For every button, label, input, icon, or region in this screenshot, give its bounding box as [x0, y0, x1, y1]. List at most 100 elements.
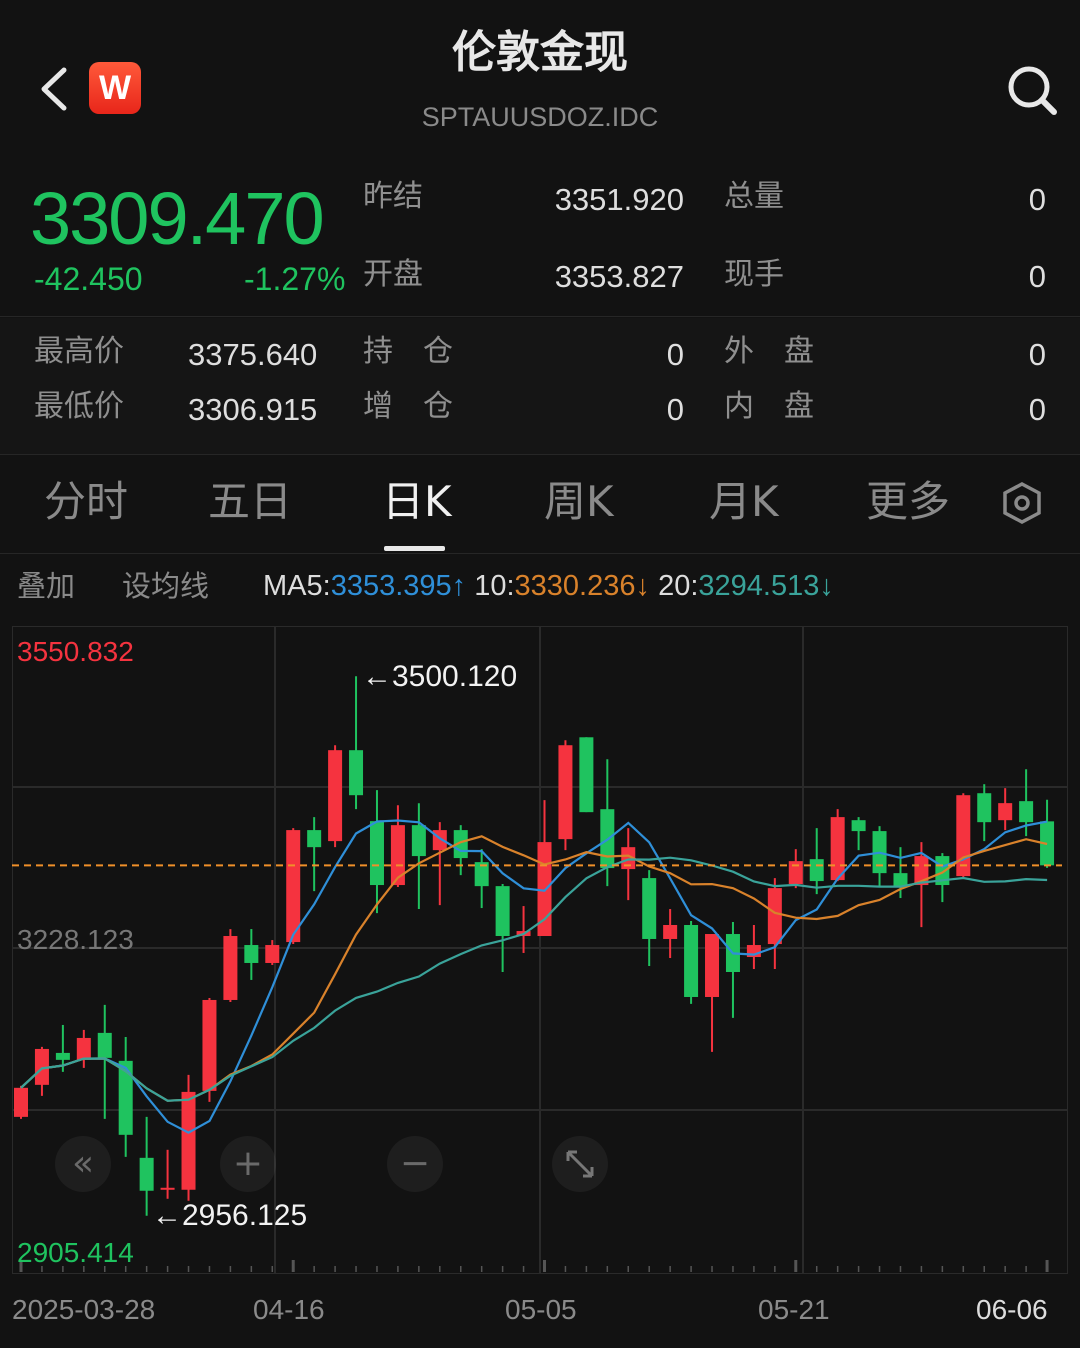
ma5-label: MA5: [263, 570, 331, 602]
add-position-value: 0 [666, 392, 684, 427]
candle-body [558, 745, 573, 840]
candle-body [830, 817, 845, 881]
candle-body [746, 945, 761, 958]
candle-body [307, 830, 322, 848]
candle-body [223, 936, 238, 1000]
position-value: 0 [666, 337, 684, 372]
candle-body [390, 825, 405, 886]
ma10-label: 10: [474, 570, 515, 602]
scroll-left-button[interactable]: « [55, 1136, 111, 1192]
candle-body [495, 886, 510, 937]
divider [0, 553, 1080, 554]
stats-panel [0, 318, 1080, 454]
y-mid-label: 3228.123 [17, 924, 134, 955]
candle-body [851, 820, 866, 832]
prev-close-value: 3351.920 [554, 182, 684, 217]
candle-body [202, 999, 217, 1091]
y-min-label: 2905.414 [17, 1237, 134, 1268]
volume-value: 0 [1028, 182, 1046, 217]
candle-body [369, 821, 384, 886]
expand-icon [566, 1150, 594, 1178]
candle-body [411, 825, 426, 857]
page-title: 伦敦金现 [452, 27, 628, 78]
high-value: 3375.640 [188, 337, 318, 372]
fullscreen-button[interactable] [552, 1136, 608, 1192]
candlestick-chart[interactable] [12, 626, 1068, 1274]
candle-body [705, 934, 720, 997]
zoom-in-button[interactable]: + [220, 1136, 276, 1192]
tab-weekly-k[interactable]: 周K [544, 477, 614, 526]
low-value: 3306.915 [188, 392, 318, 427]
app-logo: W [89, 62, 141, 114]
candle-body [663, 925, 678, 939]
ma20-value: 3294.513 [698, 570, 820, 602]
candle-body [474, 862, 489, 887]
tab-five-day[interactable]: 五日 [208, 477, 293, 526]
tab-more[interactable]: 更多 [866, 477, 951, 526]
high-annotation: ←3500.120 [362, 660, 518, 693]
arrow-down-icon: ↓ [819, 570, 834, 602]
candle-body [998, 803, 1013, 821]
zoom-out-button[interactable]: − [387, 1136, 443, 1192]
search-icon [1008, 66, 1057, 115]
volume-label: 总量 [724, 179, 784, 214]
open-label: 开盘 [363, 257, 423, 292]
x-label: 05-21 [758, 1294, 830, 1325]
chevron-left-icon [41, 67, 67, 111]
high-label: 最高价 [34, 334, 124, 369]
chart-canvas [12, 626, 1068, 1274]
last-price: 3309.470 [30, 177, 325, 260]
tab-intraday[interactable]: 分时 [44, 477, 129, 526]
active-tab-indicator [384, 546, 445, 551]
ma20-line [20, 856, 1048, 1102]
candle-body [767, 888, 782, 945]
current-hand-label: 现手 [724, 257, 784, 292]
ma10-line [20, 835, 1048, 1102]
candle-body [788, 861, 803, 885]
candle-body [244, 945, 259, 963]
candle-body [97, 1032, 112, 1058]
divider [0, 454, 1080, 455]
ma10-value: 3330.236 [514, 570, 636, 602]
overlay-button[interactable]: 叠加 [17, 569, 76, 603]
price-change-pct: -1.27% [244, 261, 346, 297]
candle-body [14, 1087, 28, 1117]
back-button[interactable] [36, 66, 76, 112]
low-label: 最低价 [34, 389, 124, 424]
set-ma-button[interactable]: 设均线 [122, 569, 210, 603]
candle-body [286, 830, 301, 943]
ma-legend: MA5:3353.395↑ 10:3330.236↓ 20:3294.513↓ [263, 570, 834, 603]
candle-body [956, 795, 971, 877]
x-label: 06-06 [976, 1294, 1048, 1325]
tab-monthly-k[interactable]: 月K [709, 477, 779, 526]
search-button[interactable] [1004, 62, 1060, 118]
candle-body [160, 1187, 175, 1190]
x-label: 2025-03-28 [12, 1294, 156, 1325]
inner-value: 0 [1028, 392, 1046, 427]
divider [0, 316, 1080, 317]
candle-body [684, 925, 699, 997]
candle-body [977, 793, 992, 823]
candle-body [265, 945, 280, 963]
candle-body [139, 1157, 154, 1191]
hexagon-settings-icon [1003, 482, 1041, 524]
price-change: -42.450 [34, 261, 143, 297]
add-position-label: 增 仓 [363, 389, 453, 424]
candle-body [642, 878, 657, 939]
candle-body [34, 1048, 49, 1085]
candle-body [1019, 801, 1034, 823]
arrow-up-icon: ↑ [451, 570, 467, 602]
candle-body [893, 873, 908, 888]
ma20-label: 20: [658, 570, 699, 602]
candle-body [809, 859, 824, 882]
candle-body [76, 1037, 91, 1060]
current-hand-value: 0 [1028, 259, 1046, 294]
low-annotation: ←2956.125 [152, 1199, 308, 1232]
y-max-label: 3550.832 [17, 636, 134, 667]
candle-body [55, 1052, 70, 1060]
candle-body [328, 750, 343, 842]
ma5-value: 3353.395 [330, 570, 452, 602]
chart-settings-button[interactable] [1000, 480, 1044, 530]
open-value: 3353.827 [554, 259, 684, 294]
tab-daily-k[interactable]: 日K [382, 477, 452, 526]
